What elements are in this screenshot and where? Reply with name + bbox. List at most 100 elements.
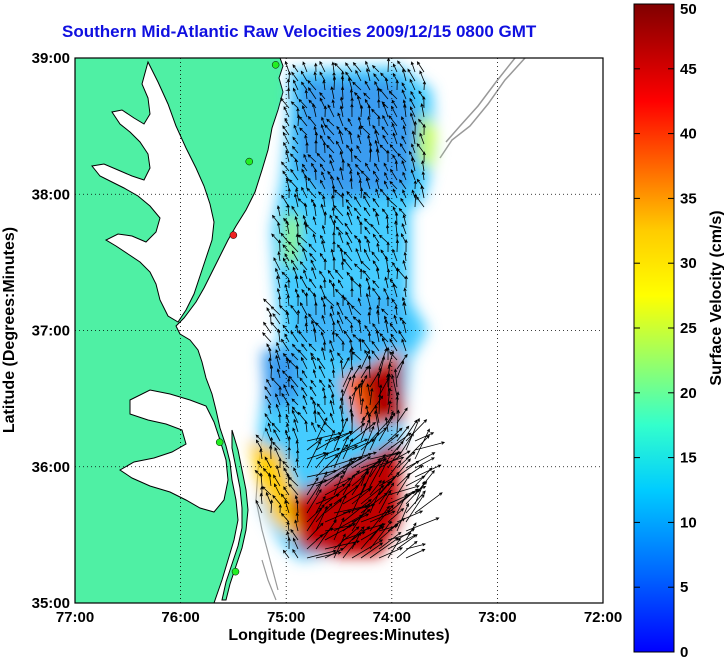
velocity-arrow [327, 104, 335, 118]
velocity-arrow [334, 269, 344, 280]
velocity-arrow [329, 339, 335, 352]
velocity-arrow [396, 451, 416, 469]
velocity-arrow [414, 492, 443, 514]
velocity-arrow [405, 548, 426, 559]
velocity-arrow [319, 91, 326, 100]
velocity-arrow [263, 298, 272, 307]
velocity-arrow [306, 549, 337, 559]
velocity-arrow [389, 144, 398, 154]
velocity-arrow [312, 216, 317, 226]
chesapeake-bay [91, 60, 215, 323]
velocity-arrow [287, 537, 291, 550]
velocity-arrow [306, 522, 324, 541]
velocity-arrow [369, 453, 386, 478]
velocity-arrow [366, 383, 371, 397]
velocity-arrow [333, 189, 344, 199]
velocity-arrow [288, 483, 299, 496]
velocity-arrow [351, 470, 369, 496]
velocity-arrow [402, 68, 407, 82]
velocity-arrow [334, 215, 344, 226]
velocity-arrow [405, 419, 428, 442]
x-tick-label: 74:00 [373, 609, 411, 626]
velocity-arrow [396, 425, 410, 442]
velocity-arrow [326, 144, 335, 154]
velocity-arrow [387, 507, 405, 523]
velocity-arrow [365, 162, 371, 172]
velocity-arrow [349, 348, 353, 370]
station-marker-green [231, 567, 240, 576]
velocity-arrow [392, 188, 398, 199]
velocity-arrow [296, 449, 300, 460]
velocity-arrow [378, 355, 386, 379]
velocity-arrow [357, 384, 362, 406]
velocity-arrow [402, 296, 407, 307]
velocity-arrow [293, 79, 299, 91]
velocity-arrow [292, 537, 299, 550]
velocity-arrow [306, 438, 323, 451]
velocity-arrow [395, 79, 399, 91]
velocity-arrow [402, 259, 407, 271]
velocity-arrow [350, 277, 362, 289]
velocity-arrow [307, 79, 317, 91]
velocity-arrow [318, 365, 326, 379]
velocity-arrow [312, 103, 317, 118]
velocity-arrow [342, 356, 350, 370]
velocity-arrow [283, 257, 290, 271]
velocity-arrow [324, 429, 335, 451]
velocity-arrow [380, 249, 389, 262]
velocity-arrow [357, 116, 362, 127]
velocity-arrow [383, 287, 389, 298]
velocity-arrow [405, 493, 425, 523]
velocity-arrow [376, 309, 380, 325]
velocity-arrow [387, 490, 416, 514]
velocity-arrow [387, 459, 402, 478]
velocity-arrow [321, 314, 326, 325]
velocity-arrow [323, 295, 335, 307]
velocity-arrow [419, 132, 425, 145]
velocity-arrow [331, 99, 335, 109]
velocity-arrow [306, 534, 324, 550]
velocity-arrow [348, 130, 353, 145]
velocity-arrow [355, 69, 362, 82]
velocity-arrow [330, 357, 335, 370]
velocity-arrow [378, 489, 392, 514]
velocity-arrow [364, 248, 371, 262]
velocity-arrow [313, 71, 317, 82]
y-tick-label: 37:00 [32, 323, 70, 340]
velocity-arrow [360, 378, 364, 397]
velocity-arrow [396, 460, 420, 478]
velocity-arrow [290, 101, 299, 109]
velocity-arrow [324, 483, 351, 505]
velocity-arrow [282, 353, 290, 361]
velocity-arrow [266, 378, 272, 388]
velocity-arrow [276, 275, 281, 289]
velocity-arrow [369, 148, 373, 163]
velocity-arrow [391, 298, 398, 307]
velocity-arrow [294, 519, 299, 532]
bathymetry-contour-2 [445, 58, 516, 143]
station-marker-red [229, 231, 238, 239]
velocity-arrow [323, 394, 327, 406]
velocity-arrow [273, 429, 281, 442]
velocity-arrow [339, 396, 344, 415]
velocity-arrow [290, 352, 299, 361]
velocity-arrow [357, 171, 362, 181]
velocity-arrow [333, 417, 348, 451]
colorbar [633, 3, 675, 653]
velocity-arrow [336, 319, 344, 334]
colorbar-tick-label: 5 [680, 579, 688, 596]
x-tick-label: 77:00 [56, 609, 94, 626]
velocity-arrow [384, 171, 389, 181]
velocity-arrow [421, 171, 425, 181]
velocity-arrow [387, 373, 391, 397]
velocity-arrow [396, 353, 408, 370]
velocity-arrow [410, 90, 416, 100]
velocity-arrow [324, 483, 346, 496]
velocity-arrow [372, 280, 380, 289]
velocity-arrow [359, 221, 363, 234]
colorbar-tick-label: 0 [680, 644, 688, 659]
velocity-arrow [333, 533, 346, 559]
velocity-arrow [299, 275, 308, 289]
velocity-arrow [333, 526, 360, 550]
velocity-arrow [287, 278, 291, 289]
